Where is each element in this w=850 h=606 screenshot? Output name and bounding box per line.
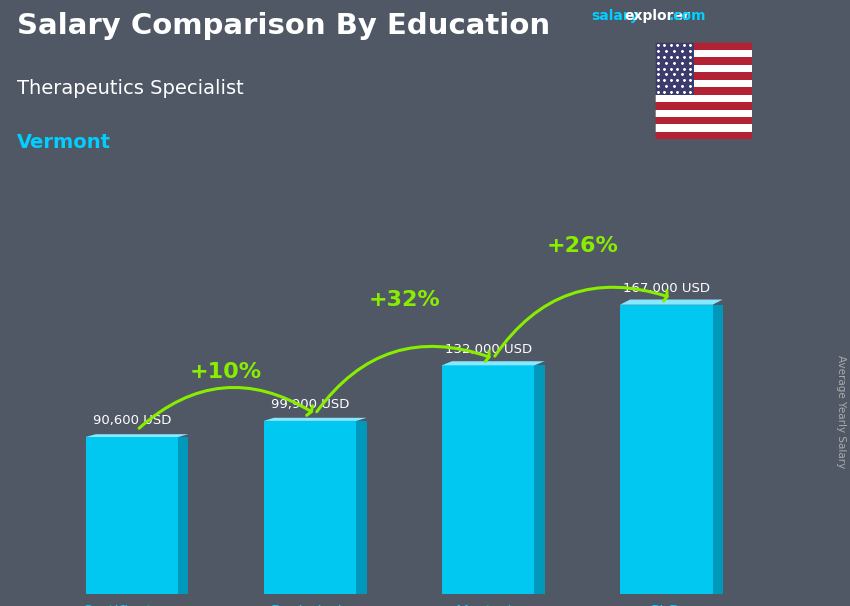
Bar: [654, 117, 752, 124]
Bar: [654, 80, 752, 87]
Bar: [535, 365, 545, 594]
Text: Vermont: Vermont: [17, 133, 111, 152]
Text: 90,600 USD: 90,600 USD: [93, 415, 171, 427]
Bar: [86, 437, 178, 594]
Bar: [654, 58, 752, 65]
Text: Average Yearly Salary: Average Yearly Salary: [836, 356, 846, 468]
Text: salary: salary: [591, 9, 638, 23]
Bar: [654, 42, 752, 50]
Bar: [654, 102, 752, 110]
Bar: [654, 65, 752, 72]
Polygon shape: [620, 299, 722, 305]
Bar: [654, 95, 752, 102]
Text: +10%: +10%: [190, 362, 262, 382]
Bar: [442, 365, 535, 594]
Text: explorer: explorer: [625, 9, 690, 23]
Text: Therapeutics Specialist: Therapeutics Specialist: [17, 79, 244, 98]
Bar: [654, 132, 752, 139]
Text: 132,000 USD: 132,000 USD: [445, 343, 532, 356]
Bar: [654, 110, 752, 117]
Bar: [712, 305, 722, 594]
Polygon shape: [442, 361, 545, 365]
Polygon shape: [86, 434, 189, 437]
Bar: [654, 87, 752, 95]
Bar: [620, 305, 712, 594]
Text: .com: .com: [669, 9, 706, 23]
Bar: [654, 50, 752, 58]
Text: Salary Comparison By Education: Salary Comparison By Education: [17, 12, 550, 40]
Bar: [654, 124, 752, 132]
Bar: [654, 42, 694, 95]
Text: +26%: +26%: [547, 236, 618, 256]
Text: 99,900 USD: 99,900 USD: [271, 398, 349, 411]
Bar: [264, 421, 356, 594]
Text: 167,000 USD: 167,000 USD: [623, 282, 710, 295]
Bar: [178, 437, 189, 594]
Text: +32%: +32%: [368, 290, 440, 310]
Polygon shape: [264, 418, 366, 421]
Bar: [654, 72, 752, 80]
Bar: [356, 421, 366, 594]
